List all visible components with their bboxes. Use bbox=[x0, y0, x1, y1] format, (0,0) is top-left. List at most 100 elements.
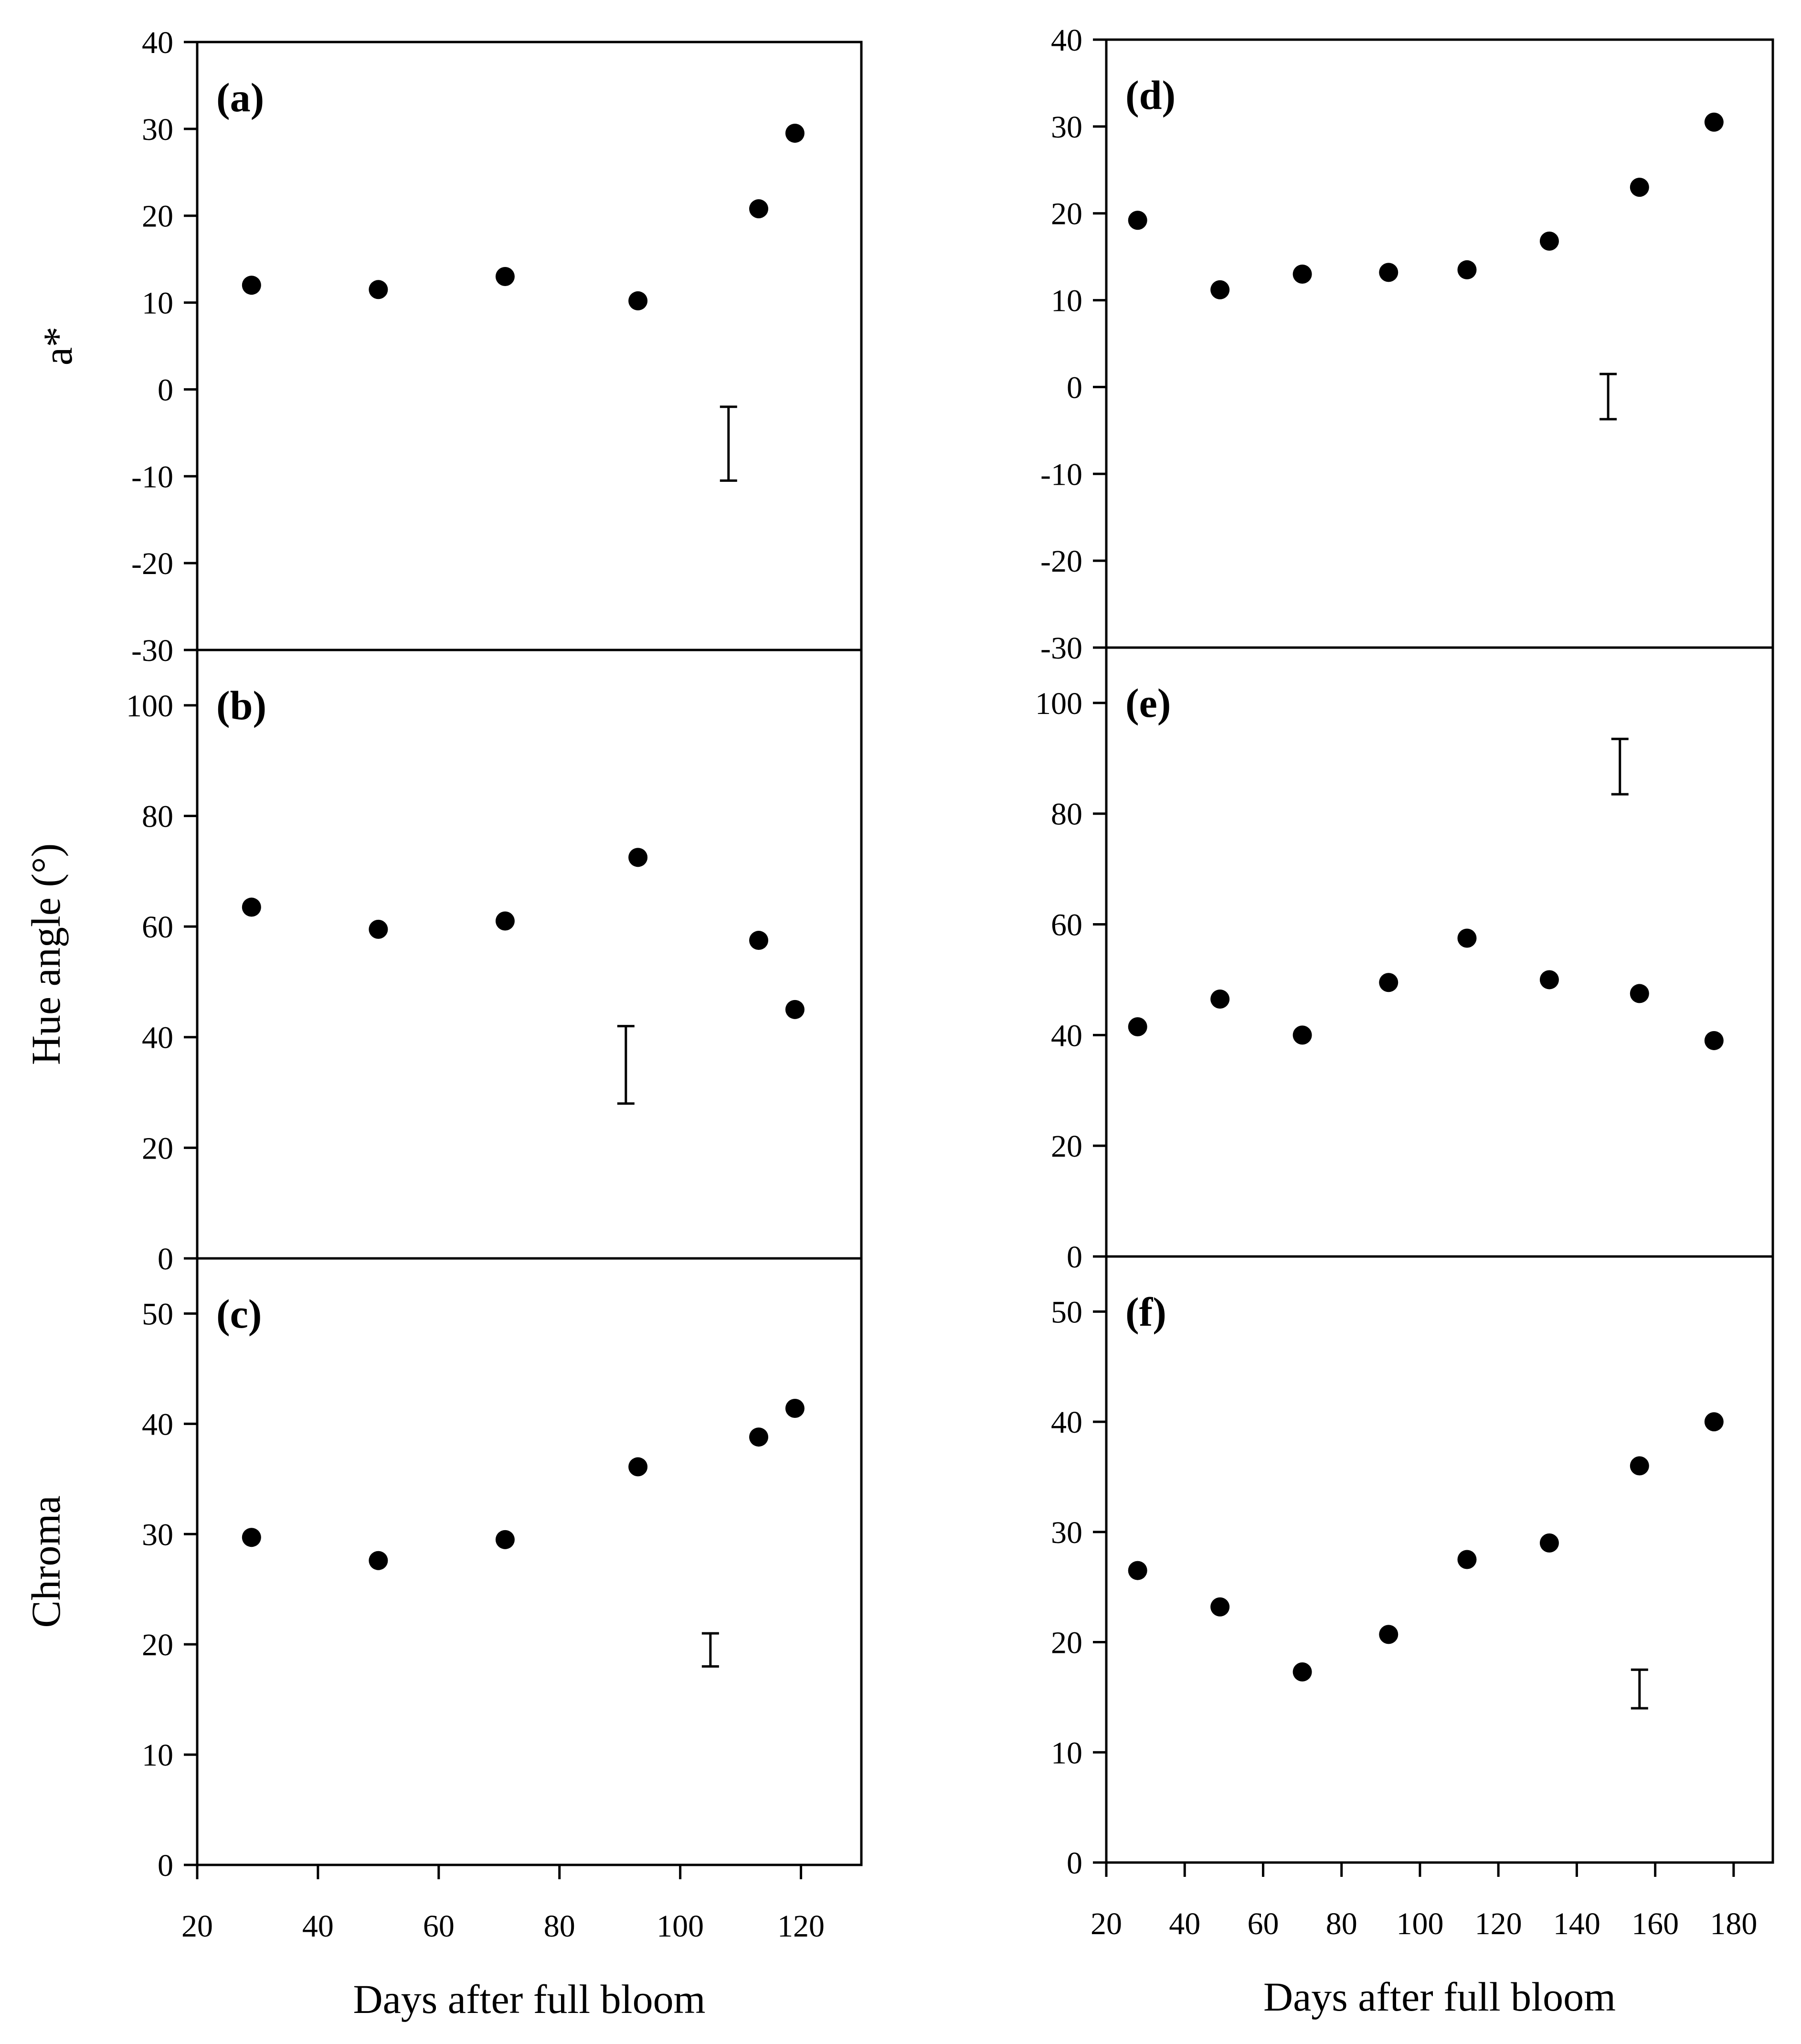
panel-a-ytick-label: -10 bbox=[131, 459, 173, 494]
panel-b-data-point bbox=[242, 897, 261, 917]
panel-a-data-point bbox=[495, 267, 515, 287]
panel-f-xtick-label: 20 bbox=[1091, 1906, 1122, 1941]
panel-c-data-point bbox=[749, 1427, 769, 1447]
panel-c-ylabel: Chroma bbox=[23, 1495, 69, 1628]
panel-d-ytick-label: 30 bbox=[1051, 110, 1082, 145]
panel-a-ytick-label: 30 bbox=[142, 112, 173, 147]
panel-e-data-point bbox=[1630, 984, 1649, 1003]
panel-f-xtick-label: 100 bbox=[1396, 1906, 1443, 1941]
panel-a-frame bbox=[196, 41, 863, 651]
panel-e-data-point bbox=[1704, 1031, 1724, 1050]
panel-c-xlabel: Days after full bloom bbox=[353, 1976, 706, 2022]
panel-f-data-point bbox=[1539, 1533, 1559, 1553]
panel-e-ytick-label: 0 bbox=[1067, 1240, 1082, 1275]
panel-c-ytick-label: 40 bbox=[142, 1407, 173, 1442]
panel-f-data-point bbox=[1128, 1561, 1147, 1580]
panel-c-data-point bbox=[495, 1530, 515, 1549]
panel-c-ytick-label: 20 bbox=[142, 1628, 173, 1662]
panel-b-data-point bbox=[749, 931, 769, 950]
panel-e-ytick-label: 60 bbox=[1051, 908, 1082, 943]
panel-b-data-point bbox=[495, 911, 515, 931]
panel-f-data-point bbox=[1292, 1662, 1312, 1682]
panel-e-label: (e) bbox=[1125, 680, 1171, 726]
panel-d-ytick-label: 20 bbox=[1051, 197, 1082, 232]
panel-c-label: (c) bbox=[216, 1291, 262, 1337]
panel-d-ytick-label: -20 bbox=[1040, 544, 1082, 579]
panel-a-data-point bbox=[628, 291, 648, 310]
panel-c-xtick-label: 120 bbox=[777, 1909, 825, 1944]
panel-f-ytick-label: 20 bbox=[1051, 1626, 1082, 1661]
panel-b-ylabel: Hue angle (°) bbox=[23, 843, 69, 1065]
panel-f-data-point bbox=[1704, 1412, 1724, 1432]
panel-e-data-point bbox=[1292, 1025, 1312, 1045]
panel-c-data-point bbox=[628, 1457, 648, 1477]
panel-e-ytick-label: 20 bbox=[1051, 1129, 1082, 1164]
panel-b-ytick-label: 0 bbox=[158, 1242, 173, 1277]
panel-d-data-point bbox=[1457, 260, 1477, 279]
panel-b-ytick-label: 40 bbox=[142, 1021, 173, 1055]
panel-a-ytick-label: 0 bbox=[158, 373, 173, 407]
panel-c-ytick-label: 10 bbox=[142, 1738, 173, 1773]
panel-c-data-point bbox=[785, 1399, 805, 1418]
panel-f-data-point bbox=[1379, 1625, 1398, 1644]
panel-b-data-point bbox=[628, 848, 648, 867]
panel-d-ytick-label: -10 bbox=[1040, 457, 1082, 492]
panel-f-xtick-label: 40 bbox=[1169, 1906, 1200, 1941]
panel-d-ytick-label: 10 bbox=[1051, 284, 1082, 319]
panel-f-xtick-label: 60 bbox=[1247, 1906, 1279, 1941]
panel-d-label: (d) bbox=[1125, 72, 1176, 118]
panel-f-ytick-label: 0 bbox=[1067, 1846, 1082, 1881]
panel-a-data-point bbox=[369, 280, 388, 299]
panel-f-label: (f) bbox=[1125, 1289, 1166, 1335]
panel-f-xtick-label: 80 bbox=[1326, 1906, 1357, 1941]
panel-f-data-point bbox=[1457, 1550, 1477, 1569]
panel-b-frame bbox=[196, 649, 863, 1260]
panel-a-ytick-label: 20 bbox=[142, 199, 173, 234]
panel-f-ytick-label: 30 bbox=[1051, 1515, 1082, 1550]
panel-f-xlabel: Days after full bloom bbox=[1263, 1974, 1616, 2020]
panel-d-data-point bbox=[1539, 231, 1559, 251]
panel-b-data-point bbox=[785, 1000, 805, 1019]
panel-e-ytick-label: 40 bbox=[1051, 1018, 1082, 1053]
panel-e-data-point bbox=[1128, 1017, 1147, 1036]
panel-a-ytick-label: -20 bbox=[131, 546, 173, 581]
panel-b-ytick-label: 20 bbox=[142, 1131, 173, 1166]
panel-e-ytick-label: 100 bbox=[1035, 686, 1082, 721]
panel-e-ytick-label: 80 bbox=[1051, 797, 1082, 832]
panel-c-frame bbox=[196, 1257, 863, 1866]
panel-f-data-point bbox=[1210, 1597, 1230, 1617]
panel-d-data-point bbox=[1210, 280, 1230, 299]
panel-c-xtick-label: 100 bbox=[657, 1909, 704, 1944]
panel-d-ytick-label: -30 bbox=[1040, 631, 1082, 666]
panel-e-data-point bbox=[1210, 990, 1230, 1009]
panel-c-xtick-label: 80 bbox=[544, 1909, 575, 1944]
panel-c-ytick-label: 0 bbox=[158, 1848, 173, 1883]
panel-b-data-point bbox=[369, 919, 388, 939]
panel-f-frame bbox=[1105, 1255, 1774, 1864]
panel-a-ytick-label: 10 bbox=[142, 286, 173, 321]
panel-c-data-point bbox=[369, 1551, 388, 1570]
panel-f-data-point bbox=[1630, 1456, 1649, 1476]
panel-b-ytick-label: 100 bbox=[126, 689, 173, 724]
panel-e-data-point bbox=[1379, 973, 1398, 992]
panel-d-data-point bbox=[1630, 178, 1649, 197]
panel-d-data-point bbox=[1704, 112, 1724, 132]
panel-a-data-point bbox=[749, 199, 769, 219]
panel-f-xtick-label: 120 bbox=[1475, 1906, 1522, 1941]
panel-c-ytick-label: 50 bbox=[142, 1297, 173, 1331]
panel-d-ytick-label: 40 bbox=[1051, 23, 1082, 58]
panel-a-ylabel: a* bbox=[35, 327, 81, 365]
panel-c-ytick-label: 30 bbox=[142, 1517, 173, 1552]
panel-a-label: (a) bbox=[216, 75, 264, 120]
panel-b-ytick-label: 60 bbox=[142, 910, 173, 945]
panel-e-data-point bbox=[1457, 928, 1477, 948]
panel-a-ytick-label: 40 bbox=[142, 25, 173, 60]
panel-d-ytick-label: 0 bbox=[1067, 370, 1082, 405]
panel-a-data-point bbox=[785, 123, 805, 143]
panel-e-frame bbox=[1105, 646, 1774, 1258]
panel-f-ytick-label: 50 bbox=[1051, 1295, 1082, 1330]
panel-c-data-point bbox=[242, 1528, 261, 1547]
panel-f-ytick-label: 10 bbox=[1051, 1735, 1082, 1770]
panel-f-ytick-label: 40 bbox=[1051, 1405, 1082, 1440]
